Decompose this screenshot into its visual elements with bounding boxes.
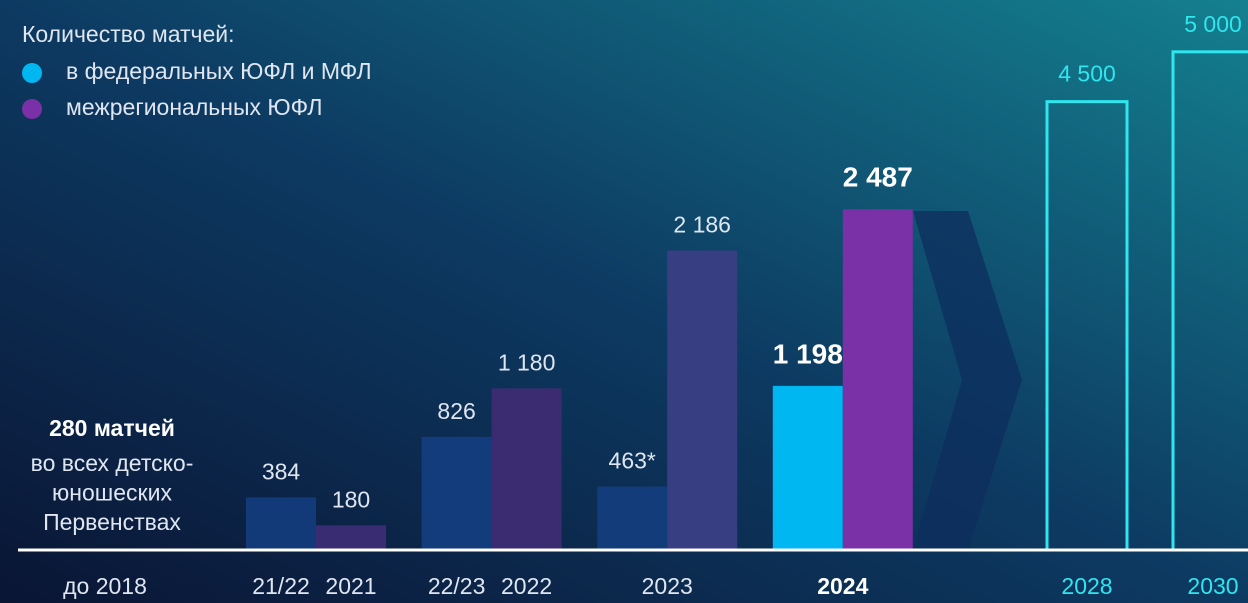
bar (421, 436, 492, 550)
x-tick-label: 21/22 (252, 573, 310, 599)
bar (842, 209, 913, 550)
value-label: 2 487 (843, 162, 913, 193)
annotation-line: юношеских (52, 480, 172, 506)
value-label: 5 000 (1184, 11, 1242, 37)
arrow-shape (913, 211, 1022, 550)
value-label: 384 (262, 458, 301, 484)
annotation-line: во всех детско- (31, 450, 194, 476)
annotation-title: 280 матчей (49, 415, 175, 441)
value-label: 1 198 (773, 338, 843, 369)
bar (597, 486, 668, 550)
x-tick-label: 2022 (501, 573, 552, 599)
bar (772, 385, 843, 550)
legend-label: межрегиональных ЮФЛ (66, 94, 322, 120)
legend: в федеральных ЮФЛ и МФЛ межрегиональных Ю… (22, 58, 372, 120)
legend-title: Количество матчей: (22, 21, 235, 47)
annotation-line: Первенствах (43, 509, 181, 535)
legend-swatch (22, 63, 42, 83)
x-tick-label: 2021 (325, 573, 376, 599)
value-label: 463* (609, 448, 656, 474)
bar (667, 250, 738, 550)
value-label: 1 180 (498, 349, 556, 375)
bar (316, 525, 386, 550)
x-tick-label: 2023 (642, 573, 693, 599)
legend-swatch (22, 99, 42, 119)
x-tick-label: до 2018 (63, 573, 147, 599)
legend-label: в федеральных ЮФЛ и МФЛ (66, 58, 372, 84)
x-tick-label: 2028 (1061, 573, 1112, 599)
value-label: 180 (332, 486, 370, 512)
bar (246, 497, 316, 550)
bar (491, 388, 562, 550)
value-label: 4 500 (1058, 61, 1116, 87)
x-tick-label: 22/23 (428, 573, 486, 599)
x-tick-label: 2024 (817, 573, 868, 599)
x-tick-label: 2030 (1187, 573, 1238, 599)
value-label: 826 (437, 398, 475, 424)
value-label: 2 186 (673, 212, 731, 238)
